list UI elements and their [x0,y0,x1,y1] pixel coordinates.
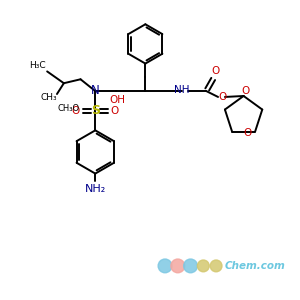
Circle shape [210,260,222,272]
Text: O: O [242,86,250,96]
Text: S: S [91,104,100,117]
Text: O: O [219,92,227,102]
Text: OH: OH [110,95,126,105]
Text: O: O [71,106,80,116]
Text: NH₂: NH₂ [85,184,106,194]
Text: CH₃O: CH₃O [58,104,80,113]
Text: NH: NH [174,85,190,95]
Circle shape [158,259,172,273]
Circle shape [171,259,185,273]
Circle shape [197,260,209,272]
Text: O: O [211,66,219,76]
Circle shape [184,259,197,273]
Text: H₃C: H₃C [29,61,46,70]
Text: O: O [243,128,251,139]
Text: N: N [91,84,100,97]
Text: CH₃: CH₃ [41,93,57,102]
Text: O: O [111,106,119,116]
Text: Chem.com: Chem.com [225,261,286,271]
